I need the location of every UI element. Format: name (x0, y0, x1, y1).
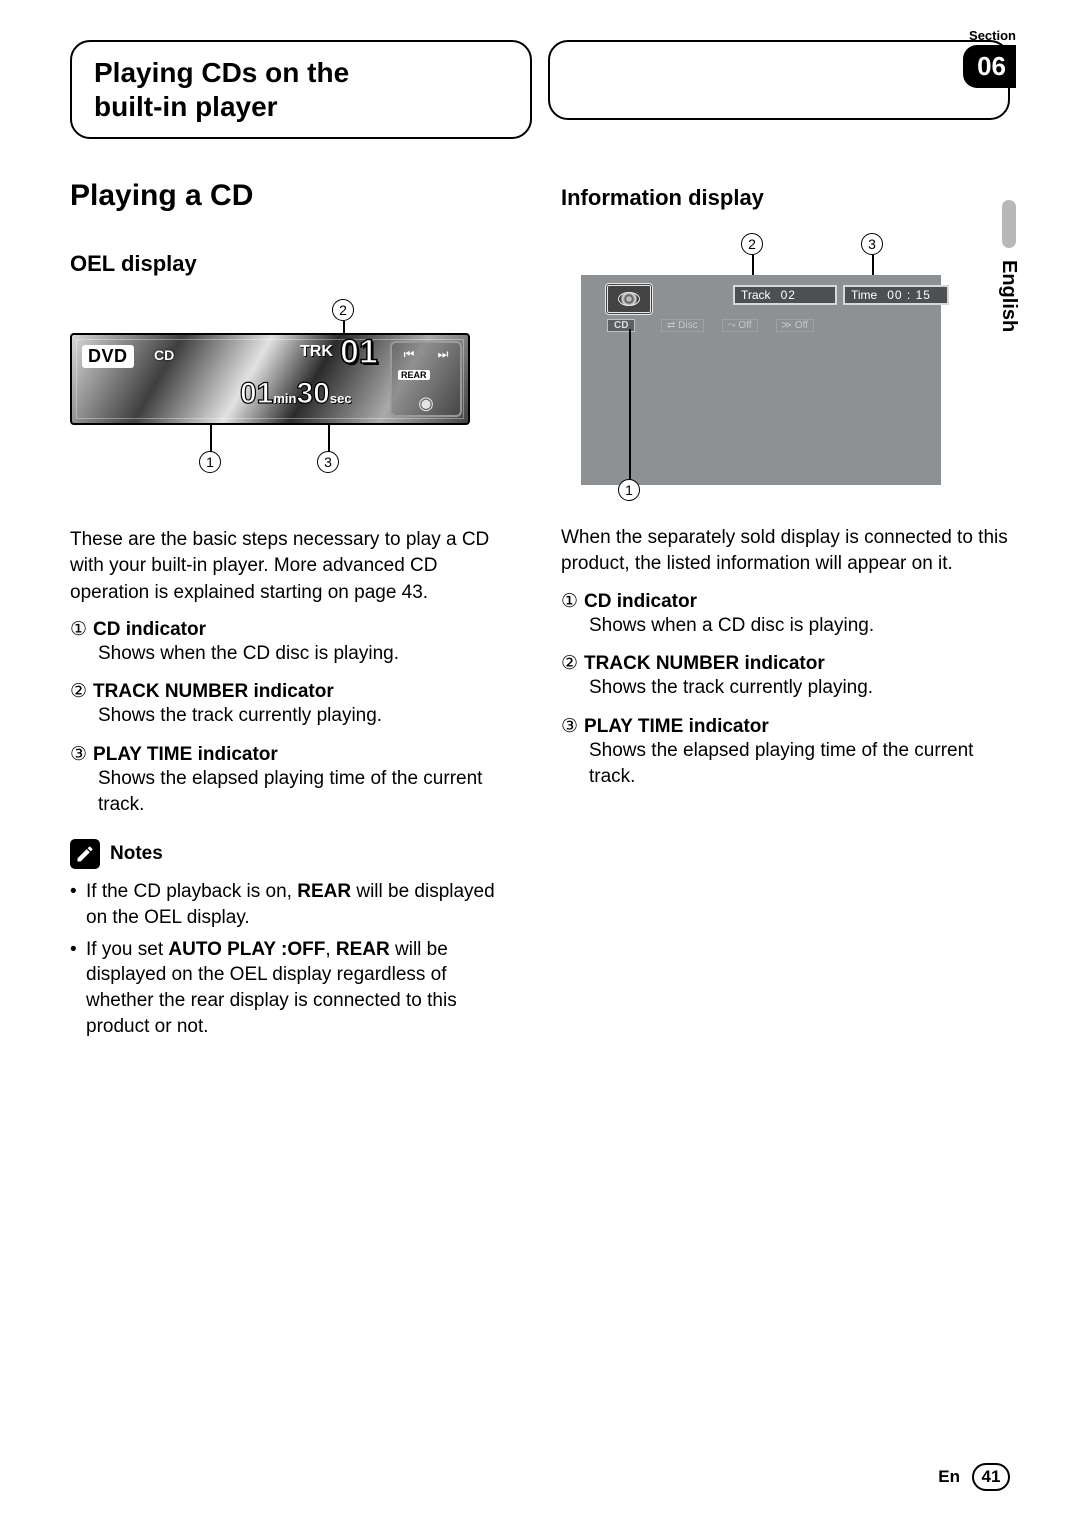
cd-label: CD (154, 347, 174, 363)
def-title: PLAY TIME indicator (93, 744, 278, 765)
right-column: Information display 2 3 CD Track 02 (561, 179, 1010, 1045)
trk-label: TRK (300, 343, 333, 361)
info-intro: When the separately sold display is conn… (561, 525, 1010, 577)
page-footer: En 41 (938, 1463, 1010, 1491)
time-key: Time (851, 288, 877, 302)
def-body: Shows when a CD disc is playing. (589, 613, 1010, 639)
time-value: 00 : 15 (887, 288, 931, 302)
notes-icon (70, 839, 100, 869)
def-body: Shows the elapsed playing time of the cu… (98, 766, 519, 817)
rear-badge: REAR (398, 370, 430, 380)
def-num: ① (70, 618, 87, 641)
eye-icon: ◉ (392, 393, 460, 414)
language-tab: English (994, 200, 1016, 370)
def-num: ② (70, 680, 87, 703)
def-num: ① (561, 590, 578, 613)
heading-info-display: Information display (561, 185, 1010, 211)
callout-2: 2 (741, 233, 763, 255)
leader-1 (210, 425, 212, 453)
def-item-3: ③ PLAY TIME indicator Shows the elapsed p… (70, 743, 519, 817)
chapter-title-line2: built-in player (94, 91, 278, 122)
def-title: TRACK NUMBER indicator (93, 681, 334, 702)
def-title: TRACK NUMBER indicator (584, 653, 825, 674)
track-key: Track (741, 288, 771, 302)
oel-definitions: ① CD indicator Shows when the CD disc is … (70, 618, 519, 818)
def-title: CD indicator (93, 619, 206, 640)
callout-1: 1 (199, 451, 221, 473)
content-columns: Playing a CD OEL display 2 DVD CD TRK 01… (70, 179, 1010, 1045)
rear-badge-wrap: REAR (392, 365, 460, 383)
leader-1 (629, 329, 631, 481)
cd-icon (605, 283, 653, 315)
notes-title: Notes (110, 843, 163, 865)
chapter-title-line1: Playing CDs on the (94, 57, 349, 88)
track-value: 02 (781, 288, 796, 302)
info-chip: ⇄ Disc (661, 319, 704, 332)
info-chip: ≫ Off (776, 319, 814, 332)
callout-3: 3 (317, 451, 339, 473)
intro-paragraph: These are the basic steps necessary to p… (70, 527, 519, 606)
def-body: Shows the elapsed playing time of the cu… (589, 738, 1010, 789)
callout-3: 3 (861, 233, 883, 255)
def-item-1: ① CD indicator Shows when the CD disc is … (70, 618, 519, 667)
oel-display-figure: 2 DVD CD TRK 01 01min30sec ⏮ ⏭ (70, 299, 470, 499)
language-tab-accent (1002, 200, 1016, 248)
dvd-badge: DVD (82, 345, 134, 368)
footer-lang: En (938, 1467, 960, 1487)
left-column: Playing a CD OEL display 2 DVD CD TRK 01… (70, 179, 519, 1045)
def-num: ② (561, 652, 578, 675)
notes-list: If the CD playback is on, REAR will be d… (70, 879, 519, 1039)
chapter-title-box: Playing CDs on the built-in player (70, 40, 532, 139)
info-definitions: ① CD indicator Shows when a CD disc is pl… (561, 590, 1010, 790)
def-item-1: ① CD indicator Shows when a CD disc is pl… (561, 590, 1010, 639)
info-chip: ⤳ Off (722, 319, 758, 332)
heading-oel-display: OEL display (70, 251, 519, 277)
def-item-3: ③ PLAY TIME indicator Shows the elapsed p… (561, 715, 1010, 789)
note-item-2: If you set AUTO PLAY :OFF, REAR will be … (70, 937, 519, 1040)
track-box: Track 02 (733, 285, 837, 305)
footer-page: 41 (972, 1463, 1010, 1491)
chapter-title: Playing CDs on the built-in player (94, 56, 349, 123)
time-box: Time 00 : 15 (843, 285, 949, 305)
time-min: 01 (240, 377, 273, 410)
time-min-unit: min (273, 391, 296, 406)
def-num: ③ (561, 715, 578, 738)
def-title: CD indicator (584, 591, 697, 612)
def-body: Shows the track currently playing. (589, 675, 1010, 701)
play-time: 01min30sec (240, 377, 352, 411)
heading-playing-cd: Playing a CD (70, 179, 519, 213)
def-num: ③ (70, 743, 87, 766)
callout-2: 2 (332, 299, 354, 321)
chapter-title-box-empty (548, 40, 1010, 120)
callout-1: 1 (618, 479, 640, 501)
info-top-row: CD Track 02 Time 00 : 15 ⇄ Disc ⤳ Off (605, 283, 933, 323)
language-tab-text: English (997, 260, 1020, 332)
def-title: PLAY TIME indicator (584, 716, 769, 737)
time-sec: 30 (297, 377, 330, 410)
prev-icon: ⏮ (404, 347, 415, 362)
info-display-figure: 2 3 CD Track 02 Time 00 : 15 (561, 233, 951, 503)
def-body: Shows when the CD disc is playing. (98, 641, 519, 667)
note-item-1: If the CD playback is on, REAR will be d… (70, 879, 519, 930)
def-item-2: ② TRACK NUMBER indicator Shows the track … (561, 652, 1010, 701)
info-row2: ⇄ Disc ⤳ Off ≫ Off (661, 319, 814, 332)
next-icon: ⏭ (438, 347, 449, 362)
oel-panel: DVD CD TRK 01 01min30sec ⏮ ⏭ REAR ◉ (70, 333, 470, 425)
cd-label: CD (607, 319, 635, 332)
def-item-2: ② TRACK NUMBER indicator Shows the track … (70, 680, 519, 729)
page: Section 06 English Playing CDs on the bu… (0, 0, 1080, 1533)
track-number: 01 (340, 333, 378, 372)
oel-control-box: ⏮ ⏭ REAR ◉ (390, 341, 462, 417)
notes-header: Notes (70, 839, 519, 869)
oel-control-icons: ⏮ ⏭ (392, 347, 460, 362)
info-panel: CD Track 02 Time 00 : 15 ⇄ Disc ⤳ Off (581, 275, 941, 485)
def-body: Shows the track currently playing. (98, 703, 519, 729)
disc-icon (618, 292, 640, 306)
leader-3 (328, 425, 330, 453)
time-sec-unit: sec (330, 391, 352, 406)
header-row: Playing CDs on the built-in player (70, 40, 1010, 139)
